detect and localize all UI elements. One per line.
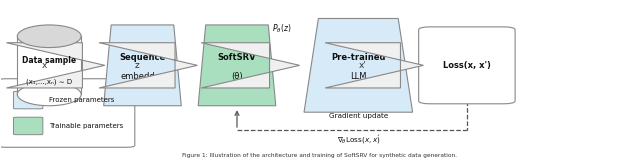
Text: $\nabla_\theta\mathrm{Loss}(x, x\')$: $\nabla_\theta\mathrm{Loss}(x, x\')$ [337, 133, 380, 146]
Text: embedder: embedder [121, 72, 164, 81]
Text: z: z [134, 61, 140, 70]
FancyBboxPatch shape [13, 117, 43, 135]
Text: (θ): (θ) [231, 72, 243, 81]
Ellipse shape [17, 25, 81, 48]
Text: Figure 1: Illustration of the architecture and training of SoftSRV for synthetic: Figure 1: Illustration of the architectu… [182, 153, 458, 158]
FancyBboxPatch shape [13, 91, 43, 109]
Ellipse shape [17, 83, 81, 106]
Text: Sequence: Sequence [119, 53, 166, 62]
Polygon shape [104, 25, 181, 106]
Text: Loss(x, x'): Loss(x, x') [443, 61, 491, 70]
Polygon shape [99, 43, 197, 88]
Text: Trainable parameters: Trainable parameters [49, 123, 124, 129]
Polygon shape [325, 43, 424, 88]
FancyBboxPatch shape [419, 27, 515, 104]
Text: LLM: LLM [350, 72, 367, 81]
Text: Data sample: Data sample [22, 56, 76, 65]
Polygon shape [304, 18, 413, 112]
Text: SoftSRV: SoftSRV [218, 53, 256, 62]
FancyBboxPatch shape [0, 79, 135, 147]
Text: Frozen parameters: Frozen parameters [49, 97, 115, 103]
Text: x': x' [359, 61, 367, 70]
Bar [17, 36, 81, 94]
Text: Gradient update: Gradient update [328, 113, 388, 119]
Text: Pre-trained: Pre-trained [331, 53, 385, 62]
Polygon shape [198, 25, 276, 106]
Polygon shape [6, 43, 105, 88]
Text: x: x [42, 61, 47, 70]
Text: $P_\theta(z)$: $P_\theta(z)$ [271, 22, 291, 35]
Polygon shape [201, 43, 300, 88]
Text: (x₁,...,xₙ) ∼ D: (x₁,...,xₙ) ∼ D [26, 78, 72, 85]
